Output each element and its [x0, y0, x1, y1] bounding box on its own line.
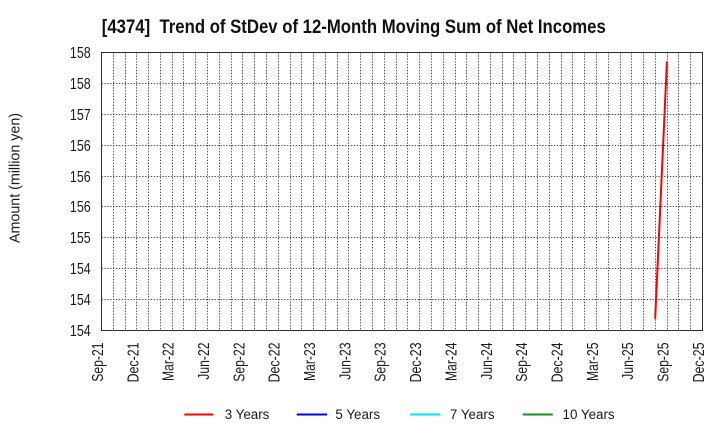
svg-text:Mar-24: Mar-24 — [443, 342, 460, 381]
svg-text:3 Years: 3 Years — [225, 407, 270, 422]
svg-text:Amount (million yen): Amount (million yen) — [7, 113, 24, 243]
svg-text:154: 154 — [70, 261, 91, 278]
svg-text:158: 158 — [70, 76, 91, 93]
svg-text:7 Years: 7 Years — [450, 407, 495, 422]
svg-text:155: 155 — [70, 230, 91, 247]
svg-text:Jun-22: Jun-22 — [196, 342, 213, 379]
svg-text:Sep-21: Sep-21 — [90, 342, 107, 381]
svg-text:Jun-23: Jun-23 — [337, 342, 354, 379]
svg-text:Jun-25: Jun-25 — [620, 342, 637, 379]
svg-text:Sep-24: Sep-24 — [514, 342, 531, 381]
svg-text:Mar-23: Mar-23 — [302, 342, 319, 381]
svg-text:Sep-23: Sep-23 — [373, 342, 390, 381]
svg-text:Dec-23: Dec-23 — [408, 342, 425, 382]
svg-text:157: 157 — [70, 107, 91, 124]
svg-text:Mar-25: Mar-25 — [585, 342, 602, 381]
svg-text:156: 156 — [70, 169, 91, 186]
svg-text:Dec-25: Dec-25 — [691, 342, 708, 382]
svg-text:156: 156 — [70, 199, 91, 216]
svg-text:5 Years: 5 Years — [335, 407, 380, 422]
svg-text:[4374] Trend of StDev of 12-M: [4374] Trend of StDev of 12-Month Moving… — [102, 17, 606, 38]
svg-text:Sep-22: Sep-22 — [231, 342, 248, 381]
svg-text:Mar-22: Mar-22 — [161, 342, 178, 381]
svg-text:10 Years: 10 Years — [563, 407, 615, 422]
svg-text:Dec-21: Dec-21 — [125, 342, 142, 382]
svg-text:158: 158 — [70, 45, 91, 62]
svg-text:Jun-24: Jun-24 — [479, 342, 496, 379]
svg-text:154: 154 — [70, 323, 91, 340]
svg-text:Dec-24: Dec-24 — [549, 342, 566, 382]
svg-text:156: 156 — [70, 138, 91, 155]
svg-text:Sep-25: Sep-25 — [656, 342, 673, 381]
svg-text:Dec-22: Dec-22 — [267, 342, 284, 382]
svg-text:154: 154 — [70, 292, 91, 309]
